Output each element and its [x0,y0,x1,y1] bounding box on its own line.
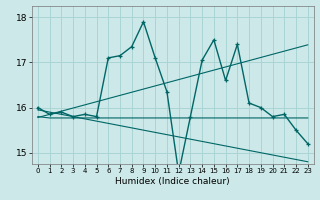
X-axis label: Humidex (Indice chaleur): Humidex (Indice chaleur) [116,177,230,186]
